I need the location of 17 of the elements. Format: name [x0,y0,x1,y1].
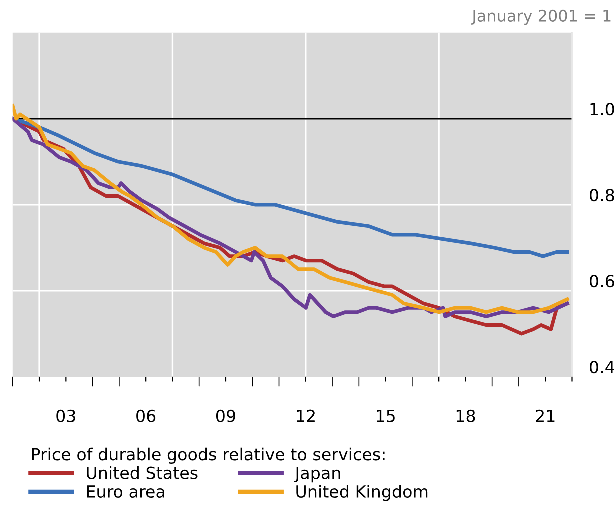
y-tick-label: 1.0 [590,103,614,116]
x-tick-label: 15 [377,410,395,422]
y-tick-label: 0.6 [590,275,614,288]
x-tick-label: 21 [536,410,555,422]
x-tick-label: 03 [56,410,76,422]
text: January 2001 = 1 [471,10,611,26]
x-tick-label: 06 [136,410,156,422]
legend-label: Euro area [87,486,164,498]
legend-label: Japan [294,467,340,483]
x-tick-label: 18 [456,410,476,422]
x-tick-label: 09 [216,410,236,422]
legend-title: Price of durable goods relative to services: [32,448,385,464]
legend-label: United Kingdom [296,485,428,502]
y-tick-label: 0.8 [590,189,614,202]
x-tick-label: 12 [297,410,315,422]
y-tick-label: 0.4 [590,361,614,374]
legend-label: United States [87,466,198,480]
